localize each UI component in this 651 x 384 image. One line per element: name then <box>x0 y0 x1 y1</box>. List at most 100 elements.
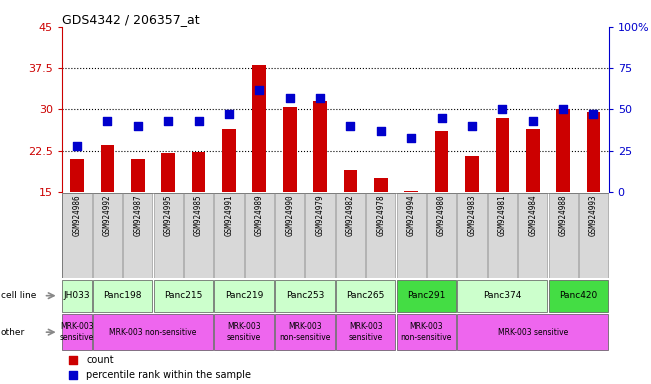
Bar <box>404 191 418 192</box>
Bar <box>435 131 449 192</box>
Bar <box>587 112 600 192</box>
Text: Panc265: Panc265 <box>346 291 385 300</box>
Text: GSM924983: GSM924983 <box>467 195 477 236</box>
Text: MRK-003
sensitive: MRK-003 sensitive <box>227 323 261 342</box>
Text: MRK-003 sensitive: MRK-003 sensitive <box>497 328 568 337</box>
Text: Panc374: Panc374 <box>483 291 521 300</box>
Point <box>193 118 204 124</box>
Point <box>589 111 599 118</box>
Text: GSM924990: GSM924990 <box>285 195 294 236</box>
Text: Panc420: Panc420 <box>559 291 598 300</box>
Text: GSM924984: GSM924984 <box>528 195 537 236</box>
Bar <box>427 193 456 278</box>
Bar <box>283 107 297 192</box>
Bar <box>526 129 540 192</box>
Point <box>224 111 234 118</box>
Bar <box>70 159 84 192</box>
Bar <box>161 154 175 192</box>
Bar <box>214 280 274 311</box>
Text: GSM924993: GSM924993 <box>589 195 598 236</box>
Bar <box>495 118 509 192</box>
Point <box>68 358 78 364</box>
Text: GSM924988: GSM924988 <box>559 195 568 236</box>
Bar <box>62 193 92 278</box>
Bar <box>191 152 205 192</box>
Point <box>102 118 113 124</box>
Bar <box>154 193 183 278</box>
Text: Panc215: Panc215 <box>164 291 202 300</box>
Bar <box>518 193 547 278</box>
Text: GDS4342 / 206357_at: GDS4342 / 206357_at <box>62 13 199 26</box>
Text: GSM924994: GSM924994 <box>407 195 416 236</box>
Bar <box>253 65 266 192</box>
Bar <box>488 193 517 278</box>
Point <box>133 123 143 129</box>
Text: Panc291: Panc291 <box>408 291 445 300</box>
Point <box>163 118 173 124</box>
Bar <box>275 193 304 278</box>
Bar <box>396 193 426 278</box>
Point <box>254 86 264 93</box>
Bar <box>344 170 357 192</box>
Bar <box>154 280 213 311</box>
Text: JH033: JH033 <box>64 291 90 300</box>
Point <box>376 128 386 134</box>
Bar <box>275 314 335 350</box>
Bar <box>62 280 92 311</box>
Bar <box>367 193 395 278</box>
Bar <box>184 193 213 278</box>
Bar <box>305 193 335 278</box>
Point <box>527 118 538 124</box>
Bar <box>336 193 365 278</box>
Point <box>345 123 355 129</box>
Point <box>467 123 477 129</box>
Point <box>436 115 447 121</box>
Bar <box>374 178 388 192</box>
Point <box>68 372 78 378</box>
Text: GSM924991: GSM924991 <box>225 195 234 236</box>
Text: MRK-003
sensitive: MRK-003 sensitive <box>348 323 383 342</box>
Bar <box>62 314 92 350</box>
Text: GSM924987: GSM924987 <box>133 195 143 236</box>
Bar <box>396 280 456 311</box>
Text: Panc253: Panc253 <box>286 291 324 300</box>
Bar <box>100 145 115 192</box>
Bar <box>245 193 274 278</box>
Bar <box>549 280 608 311</box>
Point <box>72 143 82 149</box>
Text: GSM924981: GSM924981 <box>498 195 507 236</box>
Text: MRK-003 non-sensitive: MRK-003 non-sensitive <box>109 328 197 337</box>
Bar <box>549 193 577 278</box>
Point <box>406 134 417 141</box>
Bar <box>336 314 395 350</box>
Point <box>315 95 326 101</box>
Bar <box>93 193 122 278</box>
Point <box>558 106 568 113</box>
Bar <box>275 280 335 311</box>
Text: other: other <box>1 328 25 337</box>
Bar <box>556 109 570 192</box>
Text: count: count <box>87 356 114 366</box>
Bar <box>222 129 236 192</box>
Bar <box>123 193 152 278</box>
Bar <box>458 314 608 350</box>
Bar <box>579 193 608 278</box>
Bar <box>93 314 213 350</box>
Bar <box>93 280 152 311</box>
Bar <box>396 314 456 350</box>
Text: MRK-003
non-sensitive: MRK-003 non-sensitive <box>401 323 452 342</box>
Text: MRK-003
non-sensitive: MRK-003 non-sensitive <box>279 323 331 342</box>
Bar <box>313 101 327 192</box>
Text: GSM924986: GSM924986 <box>72 195 81 236</box>
Text: GSM924980: GSM924980 <box>437 195 446 236</box>
Bar <box>458 280 547 311</box>
Point <box>497 106 508 113</box>
Text: GSM924979: GSM924979 <box>316 195 325 236</box>
Text: percentile rank within the sample: percentile rank within the sample <box>87 370 251 380</box>
Text: GSM924989: GSM924989 <box>255 195 264 236</box>
Bar <box>214 314 274 350</box>
Text: GSM924978: GSM924978 <box>376 195 385 236</box>
Text: Panc198: Panc198 <box>104 291 142 300</box>
Text: GSM924992: GSM924992 <box>103 195 112 236</box>
Bar <box>458 193 486 278</box>
